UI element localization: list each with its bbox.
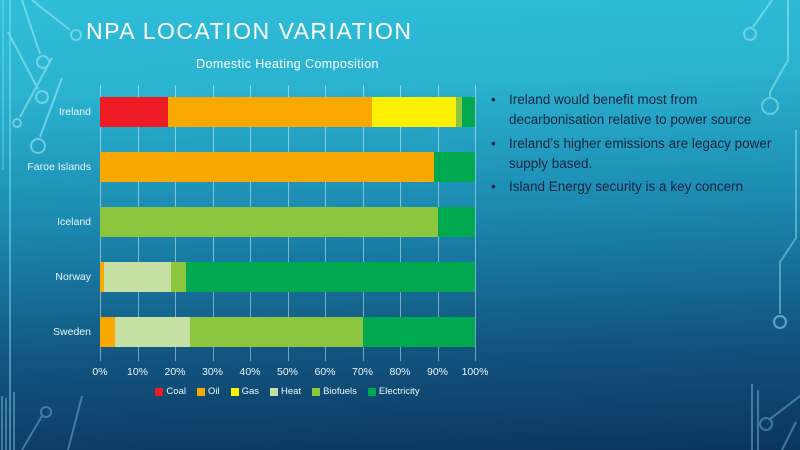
legend-item: Heat [270, 386, 301, 397]
legend-item: Electricity [367, 386, 420, 397]
legend-swatch [196, 387, 205, 396]
bar-segment-oil [100, 317, 115, 347]
x-axis-tick: 40% [239, 366, 261, 378]
category-label: Ireland [58, 106, 91, 118]
bar-segment-electricity [362, 317, 475, 347]
x-axis-tick: 0% [92, 366, 108, 378]
circuit-bottom-left [1, 392, 83, 450]
category-label: Sweden [53, 326, 91, 338]
chart-title: Domestic Heating Composition [196, 57, 379, 71]
category-label: Norway [55, 271, 91, 283]
circuit-bottom-right [751, 384, 800, 450]
bar-segment-biofuels [171, 262, 187, 292]
bar-row-sweden: Sweden [53, 317, 475, 347]
bullet-item: Island Energy security is a key concern [487, 177, 779, 198]
legend-label: Electricity [378, 386, 420, 397]
legend-label: Coal [166, 386, 186, 397]
category-label: Faroe Islands [27, 161, 91, 173]
bar-segment-biofuels [456, 97, 462, 127]
legend-label: Gas [241, 386, 260, 397]
bar-row-iceland: Iceland [57, 207, 475, 237]
bar-segment-coal [100, 97, 168, 127]
chart-legend: Coal Oil Gas Heat Biofuels Electricity [100, 386, 475, 397]
bar-segment-gas [371, 97, 457, 127]
bullet-list: Ireland would benefit most from decarbon… [487, 90, 779, 200]
x-axis-tick: 30% [201, 366, 224, 378]
category-label: Iceland [57, 216, 91, 228]
bar-segment-oil [100, 262, 104, 292]
bar-segment-electricity [461, 97, 475, 127]
legend-swatch [367, 387, 376, 396]
bar-segment-heat [103, 262, 172, 292]
bar-segment-oil [167, 97, 372, 127]
legend-swatch [155, 387, 164, 396]
legend-item: Coal [155, 386, 186, 397]
legend-item: Biofuels [312, 386, 357, 397]
legend-item: Oil [196, 386, 220, 397]
legend-label: Oil [207, 386, 220, 397]
legend-swatch [270, 387, 279, 396]
bar-segment-electricity [186, 262, 475, 292]
legend-label: Heat [281, 386, 302, 397]
legend-swatch [312, 387, 321, 396]
x-axis-tick: 100% [461, 366, 489, 378]
bar-row-ireland: Ireland [59, 97, 475, 127]
x-axis-tick: 60% [314, 366, 336, 378]
chart-plot-area: Ireland Faroe Islands Iceland Norway Sweden [27, 85, 476, 361]
bullet-item: Ireland would benefit most from decarbon… [487, 90, 779, 131]
bar-segment-heat [115, 317, 190, 347]
x-axis-tick: 20% [164, 366, 186, 378]
x-axis: 0% 10% 20% 30% 40% 50% 60% 70% 80% 90% 100% [92, 366, 488, 380]
x-axis-tick: 10% [126, 366, 149, 378]
x-axis-tick: 70% [351, 366, 374, 378]
x-axis-tick: 50% [276, 366, 299, 378]
bar-row-faroe-islands: Faroe Islands [27, 152, 475, 182]
bar-segment-electricity [433, 152, 475, 182]
legend-item: Gas [230, 386, 260, 397]
gridline [475, 85, 476, 361]
legend-label: Biofuels [323, 386, 357, 397]
x-axis-tick: 90% [426, 366, 449, 378]
x-axis-tick: 80% [389, 366, 411, 378]
bar-segment-biofuels [100, 207, 438, 237]
bullet-item: Ireland’s higher emissions are legacy po… [487, 134, 779, 175]
bar-segment-biofuels [190, 317, 363, 347]
bar-row-norway: Norway [55, 262, 475, 292]
page-title: NPA LOCATION VARIATION [86, 18, 413, 44]
bar-segment-electricity [437, 207, 475, 237]
legend-swatch [230, 387, 239, 396]
bar-segment-oil [100, 152, 434, 182]
